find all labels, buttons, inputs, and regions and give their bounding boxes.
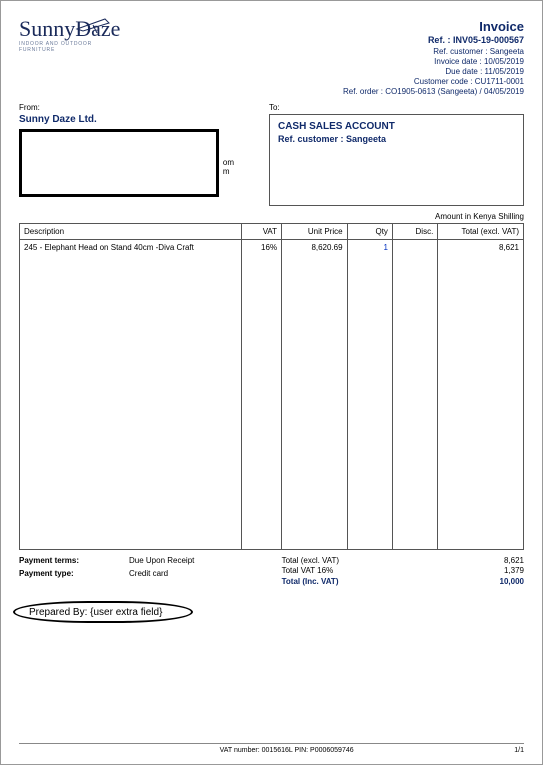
payment-column: Payment terms: Due Upon Receipt Payment … xyxy=(19,556,282,587)
invoice-ref: Ref. : INV05-19-000567 xyxy=(343,35,524,46)
footer: VAT number: 0015616L PIN: P0006059746 1/… xyxy=(19,743,524,754)
payment-type-label: Payment type: xyxy=(19,569,129,578)
invoice-meta: Invoice Ref. : INV05-19-000567 Ref. cust… xyxy=(343,19,524,97)
table-filler xyxy=(20,255,524,550)
total-excl-value: 8,621 xyxy=(504,556,524,566)
total-inc-value: 10,000 xyxy=(500,577,524,587)
logo-block: SunnyDaze INDOOR AND OUTDOOR FURNITURE xyxy=(19,19,129,53)
cell-total: 8,621 xyxy=(438,239,524,255)
totals-zone: Payment terms: Due Upon Receipt Payment … xyxy=(19,556,524,587)
invoice-title: Invoice xyxy=(343,19,524,35)
col-desc: Description xyxy=(20,223,242,239)
cell-unit: 8,620.69 xyxy=(282,239,348,255)
cell-desc: 245 - Elephant Head on Stand 40cm -Diva … xyxy=(20,239,242,255)
to-label: To: xyxy=(269,103,524,112)
prepared-by-block: Prepared By: {user extra field} xyxy=(19,605,524,629)
from-label: From: xyxy=(19,103,269,112)
from-column: From: Sunny Daze Ltd. om m xyxy=(19,103,269,206)
col-unit: Unit Price xyxy=(282,223,348,239)
to-line2: Ref. customer : Sangeeta xyxy=(278,134,515,144)
payment-type-value: Credit card xyxy=(129,569,168,578)
total-vat-value: 1,379 xyxy=(504,566,524,576)
footer-vat-pin: VAT number: 0015616L PIN: P0006059746 xyxy=(59,747,514,754)
line-items-table: Description VAT Unit Price Qty Disc. Tot… xyxy=(19,223,524,551)
total-excl-label: Total (excl. VAT) xyxy=(282,556,340,566)
totals-column: Total (excl. VAT) 8,621 Total VAT 16% 1,… xyxy=(282,556,524,587)
umbrella-icon xyxy=(75,15,115,33)
cell-vat: 16% xyxy=(241,239,281,255)
table-header-row: Description VAT Unit Price Qty Disc. Tot… xyxy=(20,223,524,239)
payment-terms-label: Payment terms: xyxy=(19,556,129,565)
prepared-by-text: Prepared By: {user extra field} xyxy=(29,607,162,618)
from-name: Sunny Daze Ltd. xyxy=(19,114,269,125)
meta-ref-customer: Ref. customer : Sangeeta xyxy=(343,47,524,57)
redacted-address-box: om m xyxy=(19,129,219,197)
total-vat-label: Total VAT 16% xyxy=(282,566,334,576)
invoice-page: SunnyDaze INDOOR AND OUTDOOR FURNITURE I… xyxy=(1,1,542,629)
payment-terms-value: Due Upon Receipt xyxy=(129,556,194,565)
col-qty: Qty xyxy=(347,223,392,239)
col-vat: VAT xyxy=(241,223,281,239)
meta-customer-code: Customer code : CU1711-0001 xyxy=(343,77,524,87)
cell-qty: 1 xyxy=(347,239,392,255)
footer-page: 1/1 xyxy=(514,747,524,754)
to-line1: CASH SALES ACCOUNT xyxy=(278,121,515,132)
meta-due-date: Due date : 11/05/2019 xyxy=(343,67,524,77)
meta-invoice-date: Invoice date : 10/05/2019 xyxy=(343,57,524,67)
cell-disc xyxy=(392,239,437,255)
currency-note: Amount in Kenya Shilling xyxy=(19,212,524,221)
to-box: CASH SALES ACCOUNT Ref. customer : Sange… xyxy=(269,114,524,206)
from-to-row: From: Sunny Daze Ltd. om m To: CASH SALE… xyxy=(19,103,524,206)
table-row: 245 - Elephant Head on Stand 40cm -Diva … xyxy=(20,239,524,255)
header-row: SunnyDaze INDOOR AND OUTDOOR FURNITURE I… xyxy=(19,19,524,97)
redact-fragment: om m xyxy=(223,158,234,177)
total-inc-label: Total (Inc. VAT) xyxy=(282,577,339,587)
logo-tagline: INDOOR AND OUTDOOR FURNITURE xyxy=(19,41,129,53)
col-disc: Disc. xyxy=(392,223,437,239)
meta-ref-order: Ref. order : CO1905-0613 (Sangeeta) / 04… xyxy=(343,87,524,97)
col-total: Total (excl. VAT) xyxy=(438,223,524,239)
to-column: To: CASH SALES ACCOUNT Ref. customer : S… xyxy=(269,103,524,206)
